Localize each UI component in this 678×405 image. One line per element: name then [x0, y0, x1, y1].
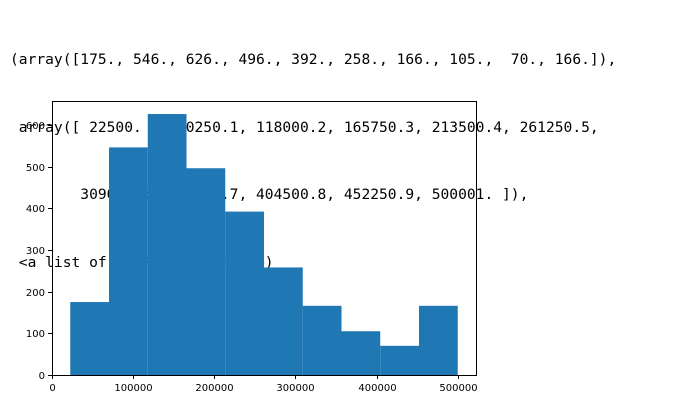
histogram-bar	[303, 306, 342, 375]
y-tick-label: 400	[26, 204, 45, 215]
y-tick-label: 200	[26, 288, 45, 299]
y-tick-label: 500	[26, 163, 45, 174]
histogram-bar	[225, 212, 264, 375]
histogram-bar	[264, 267, 303, 375]
histogram-bars	[70, 114, 457, 375]
x-tick-label: 200000	[195, 383, 233, 394]
histogram-bar	[419, 306, 458, 375]
histogram-bar	[187, 168, 226, 375]
x-tick-label: 100000	[114, 383, 152, 394]
y-tick-label: 100	[26, 329, 45, 340]
x-tick-label: 300000	[276, 383, 314, 394]
y-tick-label: 600	[26, 121, 45, 132]
x-tick-label: 500000	[439, 383, 477, 394]
y-axis-ticks: 0 100 200 300 400 500 600	[26, 121, 52, 382]
x-tick-label: 400000	[358, 383, 396, 394]
x-tick-label: 0	[49, 383, 55, 394]
y-tick-label: 300	[26, 246, 45, 257]
histogram-bar	[380, 346, 419, 375]
histogram-bar	[148, 114, 187, 375]
x-axis-ticks: 0 100000 200000 300000 400000 500000	[49, 375, 477, 394]
y-tick-label: 0	[39, 371, 45, 382]
histogram-bar	[109, 147, 148, 375]
histogram-bar	[70, 302, 109, 375]
histogram-bar	[341, 331, 380, 375]
